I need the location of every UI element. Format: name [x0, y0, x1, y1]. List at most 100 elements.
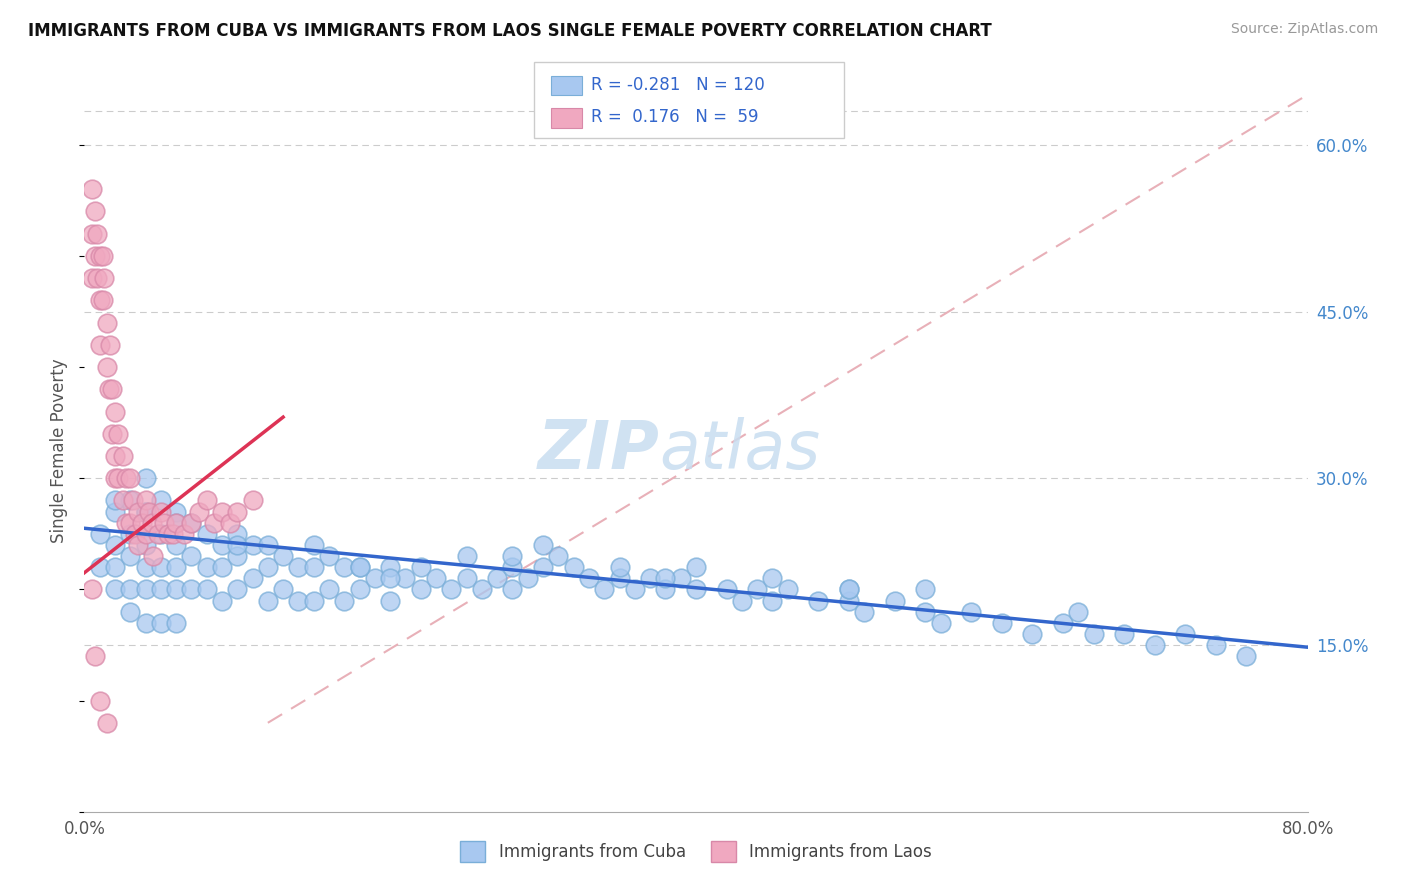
Point — [593, 582, 616, 597]
Point — [318, 549, 340, 563]
Point — [120, 549, 142, 563]
Point — [120, 516, 142, 530]
Point — [226, 505, 249, 519]
Point — [97, 382, 120, 396]
Point — [654, 582, 676, 597]
Point — [456, 549, 478, 563]
Point — [80, 582, 103, 597]
Point — [302, 593, 325, 607]
Point — [135, 560, 157, 574]
Point — [89, 560, 111, 574]
Point — [731, 593, 754, 607]
Point — [211, 505, 233, 519]
Point — [86, 227, 108, 241]
Point — [93, 271, 115, 285]
Point — [84, 204, 107, 219]
Point — [257, 560, 280, 574]
Point — [89, 249, 111, 263]
Point — [165, 516, 187, 530]
Point — [380, 571, 402, 585]
Point — [242, 538, 264, 552]
Point — [578, 571, 600, 585]
Point — [242, 493, 264, 508]
Point — [761, 593, 783, 607]
Point — [471, 582, 494, 597]
Point — [425, 571, 447, 585]
Point — [104, 471, 127, 485]
Point — [271, 549, 294, 563]
Point — [609, 560, 631, 574]
Point — [502, 549, 524, 563]
Text: Source: ZipAtlas.com: Source: ZipAtlas.com — [1230, 22, 1378, 37]
Point — [271, 582, 294, 597]
Point — [195, 582, 218, 597]
Point — [531, 538, 554, 552]
Point — [114, 471, 136, 485]
Point — [91, 293, 114, 308]
Point — [149, 560, 172, 574]
Point — [96, 316, 118, 330]
Point — [114, 516, 136, 530]
Point — [516, 571, 538, 585]
Point — [120, 471, 142, 485]
Point — [302, 538, 325, 552]
Point — [86, 271, 108, 285]
Point — [409, 560, 432, 574]
Point — [502, 582, 524, 597]
Point — [180, 516, 202, 530]
Point — [776, 582, 799, 597]
Point — [80, 271, 103, 285]
Point — [135, 538, 157, 552]
Point — [960, 605, 983, 619]
Point — [122, 493, 145, 508]
Point — [124, 526, 146, 541]
Point — [716, 582, 738, 597]
Point — [929, 615, 952, 630]
Point — [333, 593, 356, 607]
Point — [211, 538, 233, 552]
Point — [624, 582, 647, 597]
Point — [211, 560, 233, 574]
Point — [138, 505, 160, 519]
Point — [747, 582, 769, 597]
Text: ZIP: ZIP — [537, 417, 659, 483]
Point — [914, 582, 936, 597]
Point — [226, 538, 249, 552]
Point — [1143, 638, 1166, 652]
Point — [98, 338, 121, 352]
Point — [141, 516, 163, 530]
Point — [349, 560, 371, 574]
Y-axis label: Single Female Poverty: Single Female Poverty — [51, 359, 69, 542]
Point — [883, 593, 905, 607]
Point — [1083, 627, 1105, 641]
Point — [838, 582, 860, 597]
Point — [685, 560, 707, 574]
Point — [226, 549, 249, 563]
Point — [89, 338, 111, 352]
Point — [1067, 605, 1090, 619]
Point — [149, 493, 172, 508]
Point — [547, 549, 569, 563]
Point — [165, 516, 187, 530]
Point — [104, 538, 127, 552]
Point — [456, 571, 478, 585]
Point — [80, 227, 103, 241]
Point — [853, 605, 876, 619]
Point — [440, 582, 463, 597]
Point — [302, 560, 325, 574]
Point — [531, 560, 554, 574]
Point — [104, 582, 127, 597]
Point — [149, 582, 172, 597]
Point — [654, 571, 676, 585]
Point — [202, 516, 225, 530]
Point — [486, 571, 509, 585]
Point — [638, 571, 661, 585]
Point — [349, 560, 371, 574]
Point — [104, 560, 127, 574]
Point — [180, 549, 202, 563]
Point — [349, 582, 371, 597]
Point — [149, 526, 172, 541]
Point — [96, 715, 118, 730]
Point — [84, 249, 107, 263]
Point — [242, 571, 264, 585]
